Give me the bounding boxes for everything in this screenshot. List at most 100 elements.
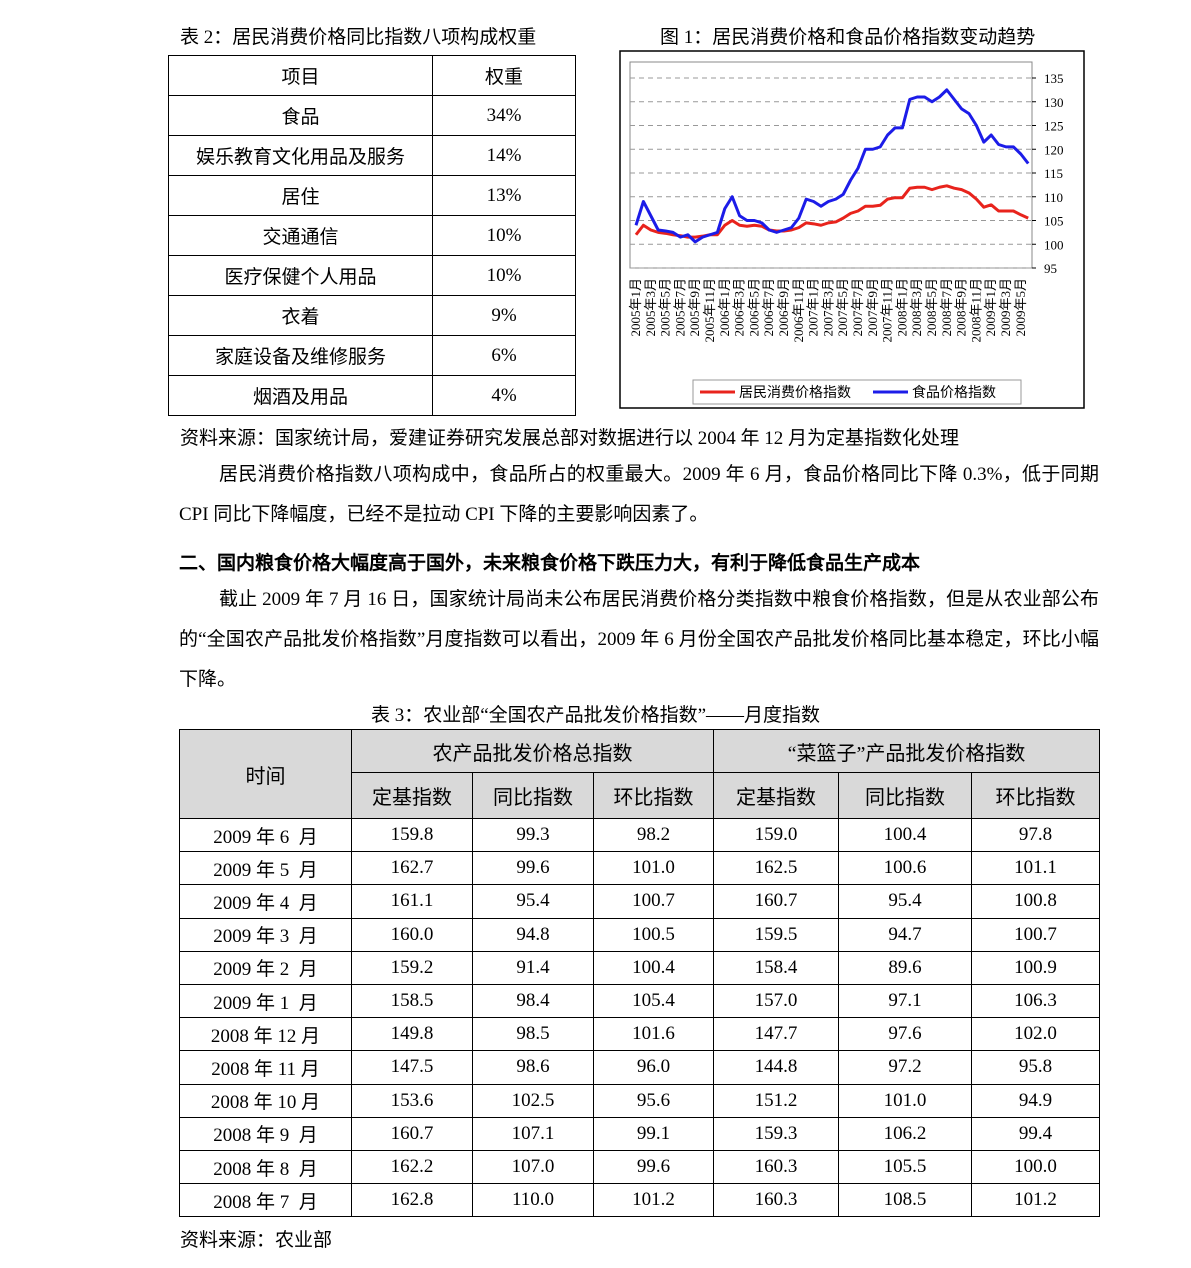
legend-label: 食品价格指数 (912, 384, 996, 401)
table-cell: 95.4 (472, 884, 594, 919)
table-cell: 107.0 (472, 1150, 594, 1185)
table-cell: 101.0 (593, 851, 714, 886)
paragraph: 居民消费价格指数八项构成中，食品所占的权重最大。2009 年 6 月，食品价格同… (179, 464, 1099, 525)
x-tick-label: 2007年5月 (835, 278, 850, 337)
table-cell: 161.1 (351, 884, 473, 919)
table-cell: 105.4 (593, 984, 714, 1019)
table-cell: 99.6 (593, 1150, 714, 1185)
table-cell: 106.2 (838, 1116, 972, 1151)
table-cell: 94.8 (472, 917, 594, 952)
x-tick-label: 2009年5月 (1013, 278, 1028, 337)
x-tick-label: 2007年3月 (820, 278, 835, 337)
table-caption: 表 3：农业部“全国农产品批发价格指数”——月度指数 (370, 705, 821, 726)
x-tick-label: 2006年9月 (776, 278, 791, 337)
x-tick-label: 2005年3月 (643, 278, 658, 337)
x-tick-label: 2005年9月 (687, 278, 702, 337)
table-cell: 97.8 (971, 818, 1100, 853)
table-cell: 94.9 (971, 1083, 1100, 1118)
x-tick-label: 2008年5月 (924, 278, 939, 337)
x-tick-label: 2008年9月 (954, 278, 969, 337)
table-cell: 106.3 (971, 984, 1100, 1019)
table-cell: 2008 年 12 月 (179, 1017, 352, 1052)
table-cell: 160.3 (713, 1150, 839, 1185)
source: 资料来源：农业部 (180, 1230, 333, 1251)
table-cell: 95.6 (593, 1083, 714, 1118)
table-cell: 160.3 (713, 1183, 839, 1218)
x-tick-label: 2005年5月 (658, 278, 673, 337)
table-cell: 定基指数 (713, 772, 839, 819)
table-cell: 157.0 (713, 984, 839, 1019)
x-tick-label: 2008年3月 (909, 278, 924, 337)
table-cell: 89.6 (838, 950, 972, 985)
table-caption: 表 2：居民消费价格同比指数八项构成权重 (180, 27, 537, 48)
table-cell: 162.2 (351, 1150, 473, 1185)
y-tick-label: 130 (1044, 95, 1064, 110)
table-cell: 159.8 (351, 818, 473, 853)
x-tick-label: 2007年1月 (806, 278, 821, 337)
table-cell: 101.2 (971, 1183, 1100, 1218)
table-cell: 100.8 (971, 884, 1100, 919)
source: 资料来源：国家统计局，爱建证券研究发展总部对数据进行以 2004 年 12 月为… (180, 428, 960, 449)
table-cell: 2009 年 5 月 (179, 851, 352, 886)
table-cell: 时间 (179, 729, 352, 819)
table-cell: 91.4 (472, 950, 594, 985)
y-tick-label: 135 (1044, 71, 1064, 86)
table-cell: 99.3 (472, 818, 594, 853)
table-cell: 98.4 (472, 984, 594, 1019)
x-tick-label: 2007年9月 (865, 278, 880, 337)
series-line (634, 184, 1029, 239)
table-cell: 97.2 (838, 1050, 972, 1085)
table-cell: 100.6 (838, 851, 972, 886)
table-cell: 159.2 (351, 950, 473, 985)
y-tick-label: 110 (1044, 190, 1063, 205)
chart-border (619, 50, 1085, 409)
table-cell: 147.5 (351, 1050, 473, 1085)
table-cell: 101.6 (593, 1017, 714, 1052)
table-cell: 147.7 (713, 1017, 839, 1052)
table-cell: 2008 年 8 月 (179, 1150, 352, 1185)
table-cell: 环比指数 (593, 772, 714, 819)
table-cell: 162.7 (351, 851, 473, 886)
table-cell: 4% (432, 375, 576, 416)
table-cell: 98.2 (593, 818, 714, 853)
x-tick-label: 2007年7月 (850, 278, 865, 337)
legend (692, 379, 1022, 405)
x-tick-label: 2005年1月 (628, 278, 643, 337)
table-cell: 100.7 (593, 884, 714, 919)
table-cell: 97.1 (838, 984, 972, 1019)
table-cell: 107.1 (472, 1116, 594, 1151)
table-cell: 95.4 (838, 884, 972, 919)
y-tick-label: 105 (1044, 214, 1064, 229)
table-cell: 同比指数 (838, 772, 972, 819)
table-cell: 97.6 (838, 1017, 972, 1052)
table-cell: 99.4 (971, 1116, 1100, 1151)
table-cell: 95.8 (971, 1050, 1100, 1085)
table-cell: 2008 年 10 月 (179, 1083, 352, 1118)
table-cell: 2009 年 3 月 (179, 917, 352, 952)
table-cell: 2008 年 11 月 (179, 1050, 352, 1085)
x-tick-label: 2005年11月 (702, 278, 717, 343)
table-cell: 159.0 (713, 818, 839, 853)
y-tick-label: 120 (1044, 142, 1064, 157)
x-tick-label: 2005年7月 (672, 278, 687, 337)
table-cell: 100.5 (593, 917, 714, 952)
table-cell: 101.1 (971, 851, 1100, 886)
table-cell: 100.4 (593, 950, 714, 985)
y-tick-label: 95 (1044, 261, 1057, 276)
legend-label: 居民消费价格指数 (739, 385, 851, 401)
table-cell: 环比指数 (971, 772, 1100, 819)
table-cell: 99.6 (472, 851, 594, 886)
x-tick-label: 2006年7月 (761, 278, 776, 337)
table-cell: 160.7 (351, 1116, 473, 1151)
table-cell: 99.1 (593, 1116, 714, 1151)
table-cell: 159.3 (713, 1116, 839, 1151)
y-tick-label: 115 (1044, 166, 1063, 181)
x-tick-label: 2008年7月 (939, 278, 954, 337)
table-cell: 102.0 (971, 1017, 1100, 1052)
x-tick-label: 2006年1月 (717, 278, 732, 337)
table-cell: 2008 年 7 月 (179, 1183, 352, 1218)
x-tick-label: 2009年3月 (998, 278, 1013, 337)
table-cell: 100.0 (971, 1150, 1100, 1185)
table-cell: 94.7 (838, 917, 972, 952)
table-cell: 102.5 (472, 1083, 594, 1118)
